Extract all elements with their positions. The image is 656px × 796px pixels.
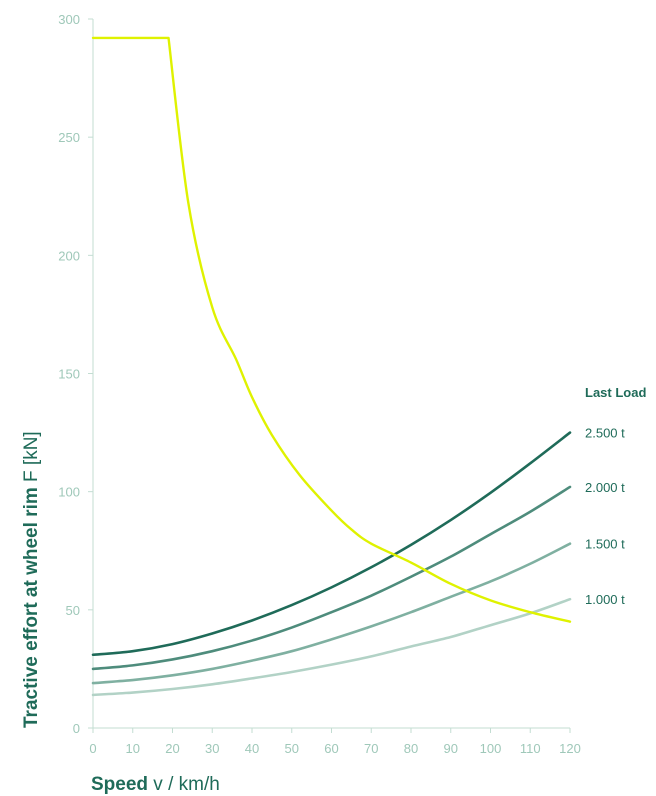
- y-axis-label-bold: Tractive effort at wheel rim: [21, 487, 42, 728]
- legend-label: 1.500 t: [585, 537, 625, 552]
- y-tick-group: 0 50 100 150 200 250 300: [58, 12, 93, 736]
- legend-label: 2.000 t: [585, 480, 625, 495]
- tractive-effort-line: [91, 36, 572, 623]
- y-tick-label: 50: [66, 603, 80, 618]
- x-tick-label: 0: [89, 741, 96, 756]
- y-axis-label: Tractive effort at wheel rim F [kN]: [21, 431, 42, 728]
- series-lines: [91, 36, 572, 697]
- x-tick-group: 0 10 20 30 40 50 60 70 80 90 100 110 120: [89, 728, 581, 756]
- x-tick-label: 20: [165, 741, 179, 756]
- x-tick-label: 70: [364, 741, 378, 756]
- y-tick-label: 300: [58, 12, 80, 27]
- x-axis-label: Speed v / km/h: [91, 774, 220, 795]
- x-axis-label-bold: Speed: [91, 774, 148, 795]
- x-tick-label: 100: [480, 741, 502, 756]
- x-tick-label: 60: [324, 741, 338, 756]
- legend-title: Last Load: [585, 385, 646, 400]
- load-series-line: [91, 597, 572, 697]
- legend-label: 1.000 t: [585, 592, 625, 607]
- load-series-line: [91, 485, 572, 671]
- y-tick-label: 200: [58, 248, 80, 263]
- x-tick-label: 50: [285, 741, 299, 756]
- x-axis-label-unit: v / km/h: [148, 774, 220, 795]
- legend: Last Load 2.500 t 2.000 t 1.500 t 1.000 t: [585, 385, 646, 607]
- load-series-line: [91, 542, 572, 685]
- x-tick-label: 10: [126, 741, 140, 756]
- x-tick-label: 80: [404, 741, 418, 756]
- y-axis-label-unit: F [kN]: [21, 431, 42, 487]
- x-tick-label: 30: [205, 741, 219, 756]
- y-tick-label: 100: [58, 485, 80, 500]
- x-tick-label: 110: [520, 741, 541, 756]
- y-tick-label: 250: [58, 130, 80, 145]
- x-tick-label: 40: [245, 741, 259, 756]
- load-series-line: [91, 431, 572, 657]
- y-tick-label: 150: [58, 367, 80, 382]
- legend-label: 2.500 t: [585, 426, 625, 441]
- y-tick-label: 0: [73, 721, 80, 736]
- x-tick-label: 90: [444, 741, 458, 756]
- x-tick-label: 120: [559, 741, 581, 756]
